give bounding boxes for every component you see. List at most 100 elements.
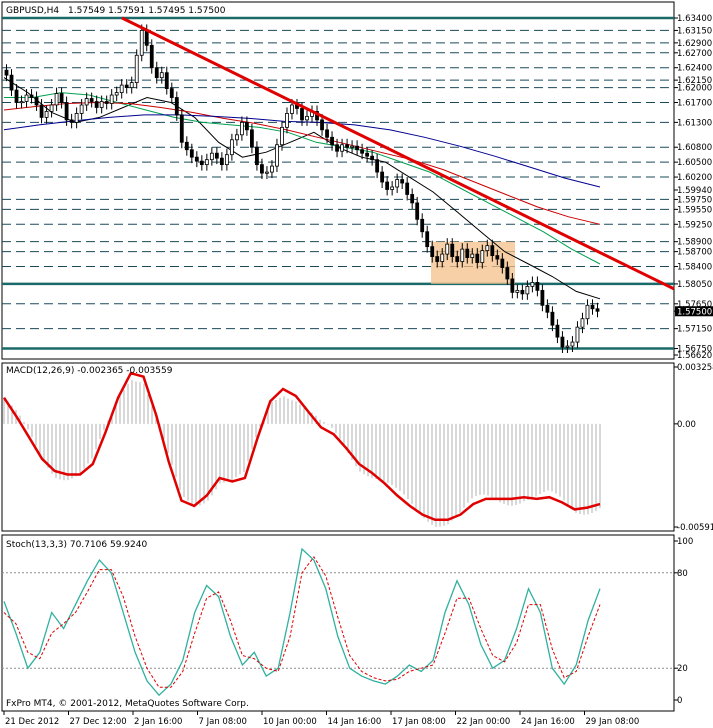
candle-body: [14, 89, 19, 103]
candle-body: [440, 253, 445, 262]
candle-body: [270, 165, 274, 173]
stoch-signal-line: [3, 556, 601, 688]
candle-body: [234, 134, 239, 141]
candle-body: [260, 164, 264, 174]
price-tick-label: 1.61300: [677, 118, 712, 128]
candle-body: [39, 104, 44, 118]
candle-body: [59, 93, 64, 103]
candle-body: [239, 121, 244, 136]
candle-body: [69, 119, 74, 123]
candle-body: [410, 194, 415, 204]
candle-body: [154, 67, 159, 79]
candle-body: [500, 258, 505, 268]
price-candles: [4, 24, 600, 354]
candle-body: [275, 144, 279, 167]
candle-body: [465, 248, 470, 258]
stoch-pane: 100 80 20 0 Stoch(13,3,3) 70.7106 59.9240 F…: [1, 534, 693, 712]
candle-body: [174, 97, 179, 116]
candle-body: [550, 311, 555, 326]
candle-body: [405, 182, 410, 195]
macd-tick-label: -0.00591: [677, 523, 713, 533]
price-tick-label: 1.56620: [677, 351, 712, 361]
macd-axis: 0.003258 0.00 -0.00591: [674, 363, 713, 533]
candle-body: [49, 104, 54, 112]
candle-body: [460, 248, 465, 262]
candle-body: [575, 326, 580, 343]
candle-body: [360, 149, 365, 154]
time-tick-label: 27 Dec 12:00: [70, 717, 127, 727]
candle-body: [79, 104, 84, 114]
candle-body: [530, 282, 535, 287]
candle-body: [510, 278, 515, 293]
price-tick-label: 1.60500: [677, 158, 712, 168]
candle-body: [204, 159, 209, 166]
candle-body: [475, 253, 480, 263]
macd-title: MACD(12,26,9) -0.002365 -0.003559: [6, 366, 173, 376]
candle-body: [99, 101, 104, 108]
price-tick-label: 1.57150: [677, 325, 712, 335]
candle-body: [345, 144, 349, 148]
price-tick-label: 1.59550: [677, 205, 712, 215]
candle-body: [89, 98, 94, 102]
candle-body: [199, 160, 204, 166]
time-tick-label: 17 Jan 08:00: [392, 717, 446, 727]
candle-body: [430, 246, 435, 257]
candle-body: [124, 84, 129, 88]
price-tick-label: 1.63150: [677, 26, 712, 36]
candle-body: [194, 156, 199, 162]
candle-body: [485, 245, 490, 252]
candle-body: [495, 255, 500, 260]
candle-body: [265, 171, 269, 174]
candle-body: [590, 304, 595, 310]
candle-body: [129, 82, 134, 88]
candle-body: [380, 171, 385, 183]
price-tick-label: 1.63400: [677, 14, 712, 24]
candle-body: [420, 218, 425, 233]
candle-body: [555, 324, 560, 338]
watermark: FxPro MT4, © 2001-2012, MetaQuotes Softw…: [6, 699, 249, 709]
candle-body: [255, 146, 259, 166]
candle-body: [169, 88, 174, 98]
price-tick-label: 1.58700: [677, 248, 712, 258]
candle-body: [139, 30, 144, 56]
candle-body: [189, 149, 194, 158]
candle-body: [525, 286, 530, 295]
candle-body: [134, 54, 139, 84]
candle-body: [455, 256, 460, 262]
candle-body: [250, 129, 254, 148]
stoch-tick-label: 20: [677, 664, 688, 674]
candle-body: [490, 245, 495, 256]
candle-body: [104, 101, 109, 104]
candle-body: [340, 144, 344, 152]
time-tick-label: 21 Dec 2012: [5, 717, 59, 727]
candle-body: [335, 144, 339, 152]
candle-body: [9, 74, 14, 91]
time-tick-label: 29 Jan 08:00: [586, 717, 640, 727]
price-tick-label: 1.62700: [677, 49, 712, 59]
candle-body: [300, 108, 304, 121]
candle-body: [144, 30, 149, 46]
candle-body: [4, 69, 9, 76]
candle-body: [19, 101, 24, 104]
candle-body: [375, 159, 380, 173]
candle-body: [44, 111, 49, 118]
price-tick-label: 1.56750: [677, 345, 712, 355]
time-tick-label: 2 Jan 16:00: [134, 717, 182, 727]
candle-body: [34, 97, 39, 106]
stoch-axis: 100 80 20 0: [674, 537, 693, 706]
candle-body: [24, 94, 29, 102]
time-tick-label: 10 Jan 00:00: [263, 717, 317, 727]
stoch-tick-label: 0: [677, 696, 682, 706]
price-tick-label: 1.62900: [677, 39, 712, 49]
candle-body: [470, 253, 475, 258]
price-tick-label: 1.59750: [677, 195, 712, 205]
candle-body: [395, 179, 400, 188]
candle-body: [330, 136, 334, 146]
candle-body: [540, 289, 545, 306]
candle-body: [370, 155, 375, 161]
candle-body: [520, 289, 525, 295]
macd-pane: 0.003258 0.00 -0.00591 MACD(12,26,9) -0.00…: [1, 362, 713, 533]
ohlc-label: 1.57549 1.57591 1.57495 1.57500: [68, 6, 226, 16]
